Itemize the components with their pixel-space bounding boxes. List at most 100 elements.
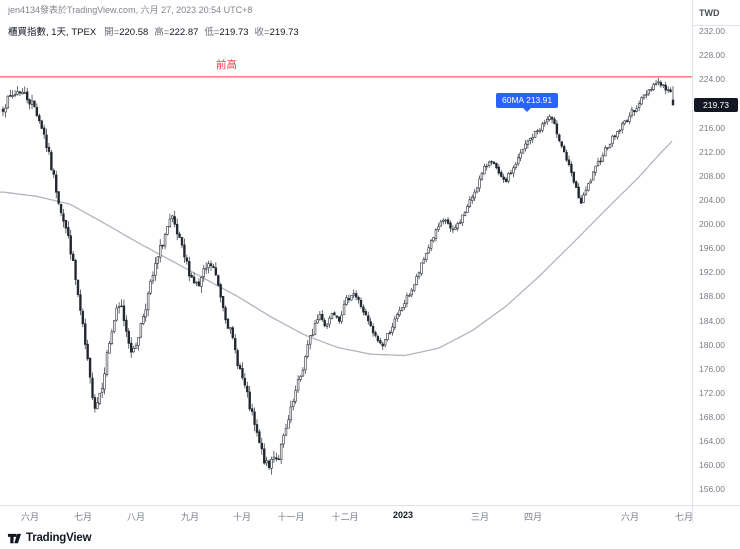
candle-body xyxy=(497,166,501,174)
time-tick-label: 十月 xyxy=(232,512,251,522)
ma-value-callout[interactable]: 60MA 213.91 xyxy=(496,93,559,112)
candle-body xyxy=(456,223,459,229)
time-tick-label: 八月 xyxy=(126,512,145,522)
candle-body xyxy=(521,148,525,154)
candle-body xyxy=(608,144,612,148)
price-tick-label: 176.00 xyxy=(699,363,725,374)
candle-body xyxy=(417,272,421,278)
symbol-title[interactable]: 櫃買指數, 1天, TPEX xyxy=(8,27,97,38)
candle-body xyxy=(35,107,39,116)
candle-body xyxy=(55,174,58,193)
candle-body xyxy=(154,263,157,276)
candle-body xyxy=(666,89,670,91)
candle-body xyxy=(214,267,218,276)
candle-body xyxy=(209,263,213,267)
candle-body xyxy=(33,100,36,107)
candle-body xyxy=(156,256,160,264)
candle-body xyxy=(504,178,508,182)
candle-body xyxy=(113,320,116,332)
candle-body xyxy=(267,460,271,468)
candle-body xyxy=(292,401,295,407)
price-tick-label: 192.00 xyxy=(699,267,725,278)
candle-body xyxy=(529,137,532,141)
candle-body xyxy=(163,233,167,247)
candle-body xyxy=(383,339,387,346)
candle-body xyxy=(599,160,602,163)
candle-body xyxy=(151,274,155,282)
candle-body xyxy=(650,89,653,91)
time-tick-label: 六月 xyxy=(20,512,39,522)
candle-body xyxy=(241,368,244,379)
candle-body xyxy=(13,94,17,96)
candle-body xyxy=(1,108,5,112)
candle-body xyxy=(91,377,94,398)
time-tick-label: 三月 xyxy=(470,512,489,522)
candle-body xyxy=(204,267,208,270)
candle-body xyxy=(487,161,491,166)
candle-body xyxy=(207,263,210,268)
candle-body xyxy=(562,146,566,153)
footer-logo[interactable]: TradingView xyxy=(7,529,92,547)
candle-body xyxy=(100,388,104,393)
ohlc-pair: 低=219.73 xyxy=(204,27,248,38)
candle-body xyxy=(422,258,426,264)
ma-60-line[interactable] xyxy=(0,140,673,357)
candle-body xyxy=(52,170,55,175)
currency-label: TWD xyxy=(699,7,720,18)
candle-body xyxy=(536,130,539,132)
candle-body xyxy=(652,84,655,90)
candle-body xyxy=(480,172,484,180)
candle-body xyxy=(313,323,317,335)
candle-body xyxy=(159,245,162,258)
candle-body xyxy=(548,116,551,120)
chart-legend[interactable]: 櫃買指數, 1天, TPEX 開=220.58 高=222.87 低=219.73 收=… xyxy=(8,24,299,38)
candle-body xyxy=(408,294,411,297)
time-axis[interactable]: 六月 七月 八月 九月 十月 十一月 十二月 2023 三月 四月 六月 七月 xyxy=(0,506,740,524)
candle-body xyxy=(642,94,646,99)
candle-body xyxy=(519,152,522,159)
candle-body xyxy=(458,222,462,224)
candle-body xyxy=(84,323,87,345)
candle-body xyxy=(514,163,517,168)
candle-body xyxy=(71,253,75,262)
candle-body xyxy=(38,115,41,122)
ohlc-pair: 開=220.58 xyxy=(104,27,148,38)
candle-body xyxy=(81,310,85,325)
candle-body xyxy=(468,199,472,207)
candle-body xyxy=(621,123,624,131)
candle-body xyxy=(6,95,10,109)
price-axis[interactable]: TWD 219.73 232.00 228.00 224.00 216.00 212.0… xyxy=(693,0,740,505)
candle-body xyxy=(178,233,181,238)
candle-body xyxy=(132,347,135,353)
candle-body xyxy=(21,91,24,95)
candle-body xyxy=(412,284,416,291)
candle-body xyxy=(420,262,423,274)
axis-horizontal-separator xyxy=(0,505,740,506)
candle-body xyxy=(567,159,571,165)
candle-body xyxy=(538,129,542,132)
prev-high-annotation[interactable]: 前高 xyxy=(216,59,237,71)
attribution-text: jen4134發表於TradingView.com, 六月 27, 2023 2… xyxy=(8,5,253,15)
candle-body xyxy=(50,151,53,171)
candle-body xyxy=(449,222,452,229)
candle-body xyxy=(485,165,488,168)
candle-body xyxy=(432,237,435,242)
candle-body xyxy=(289,406,293,421)
candle-body xyxy=(439,221,442,227)
candle-body xyxy=(594,165,597,173)
ohlc-label: 高= xyxy=(154,27,170,38)
candle-body xyxy=(258,431,261,444)
candle-body xyxy=(144,309,147,318)
candle-body xyxy=(604,147,607,157)
candle-body xyxy=(108,343,111,354)
ohlc-value: 219.73 xyxy=(219,27,249,38)
candle-body xyxy=(659,82,663,86)
candle-body xyxy=(175,223,179,235)
price-tick-label: 228.00 xyxy=(699,50,725,61)
price-tick-label: 212.00 xyxy=(699,146,725,157)
candle-body xyxy=(129,342,133,353)
price-tick-label: 224.00 xyxy=(699,74,725,85)
candle-body xyxy=(647,89,651,95)
